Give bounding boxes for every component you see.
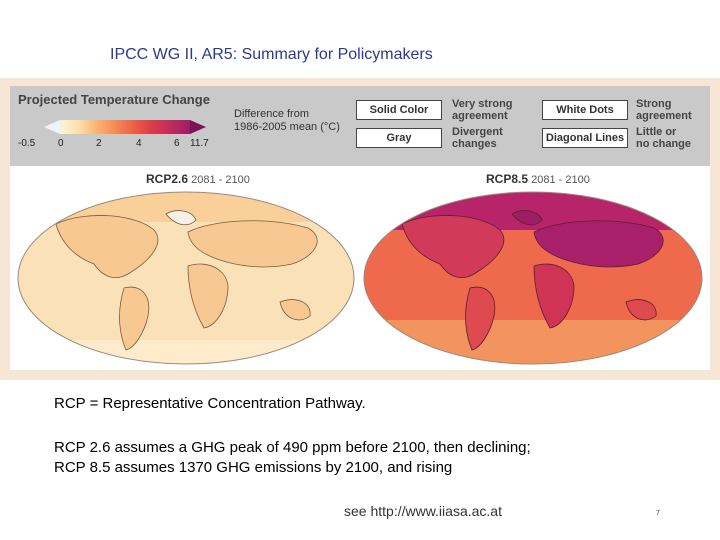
africa bbox=[187, 263, 229, 329]
key-white-dots-desc: Strong agreement bbox=[636, 98, 692, 122]
slide-title: IPCC WG II, AR5: Summary for Policymaker… bbox=[110, 46, 433, 63]
key-gray: Gray bbox=[356, 128, 442, 148]
scenario-name: RCP8.5 bbox=[486, 172, 529, 186]
key-desc-line: Very strong bbox=[452, 98, 513, 110]
eurasia bbox=[187, 220, 318, 268]
key-solid-color-desc: Very strong agreement bbox=[452, 98, 513, 122]
north-america bbox=[55, 215, 159, 278]
key-white-dots: White Dots bbox=[542, 100, 628, 120]
scenario-name: RCP2.6 bbox=[146, 172, 189, 186]
key-desc-line: Little or bbox=[636, 126, 677, 138]
iiasa-link[interactable]: see http://www.iiasa.ac.at bbox=[344, 503, 502, 519]
north-america bbox=[401, 215, 505, 278]
key-desc-line: Divergent bbox=[452, 126, 503, 138]
colorbar-tick: 0 bbox=[58, 138, 64, 149]
colorbar-min-arrow bbox=[44, 120, 60, 134]
key-desc-line: no change bbox=[636, 138, 692, 150]
scenario-period: 2081 - 2100 bbox=[531, 174, 590, 186]
colorbar-tick: 4 bbox=[136, 138, 142, 149]
key-desc-line: agreement bbox=[452, 110, 508, 122]
africa bbox=[533, 263, 575, 329]
caption-rcp85: RCP 8.5 assumes 1370 GHG emissions by 21… bbox=[54, 459, 453, 476]
key-solid-color: Solid Color bbox=[356, 100, 442, 120]
key-diagonal-lines: Diagonal Lines bbox=[542, 128, 628, 148]
key-gray-desc: Divergent changes bbox=[452, 126, 503, 150]
figure-panel: Projected Temperature Change Difference … bbox=[0, 78, 720, 380]
colorbar-tick: 2 bbox=[96, 138, 102, 149]
colorbar-label-line2: 1986-2005 mean (°C) bbox=[234, 121, 340, 133]
greenland bbox=[511, 210, 543, 226]
temperature-colorbar bbox=[60, 120, 190, 134]
eurasia bbox=[533, 220, 664, 268]
map-label-rcp26: RCP2.6 2081 - 2100 bbox=[146, 172, 250, 186]
southern-ocean-band bbox=[18, 340, 354, 364]
greenland bbox=[165, 210, 197, 226]
legend-band: Projected Temperature Change Difference … bbox=[10, 86, 710, 166]
colorbar-tick: -0.5 bbox=[18, 138, 36, 149]
caption-rcp-definition: RCP = Representative Concentration Pathw… bbox=[54, 395, 366, 412]
southern-ocean-band bbox=[364, 320, 702, 364]
colorbar-max-arrow bbox=[190, 120, 206, 134]
colorbar-label-line1: Difference from bbox=[234, 108, 309, 120]
temperature-figure: Projected Temperature Change Difference … bbox=[10, 86, 710, 370]
key-diagonal-lines-desc: Little or no change bbox=[636, 126, 691, 150]
page-number: 7 bbox=[656, 510, 660, 517]
map-rcp85 bbox=[363, 191, 703, 365]
map-rcp26 bbox=[17, 191, 355, 365]
colorbar-tick: 6 bbox=[174, 138, 180, 149]
south-america bbox=[465, 286, 496, 351]
figure-title: Projected Temperature Change bbox=[18, 92, 210, 107]
australia bbox=[279, 299, 311, 321]
australia bbox=[625, 299, 657, 321]
key-desc-line: agreement bbox=[636, 110, 692, 122]
colorbar-label: Difference from 1986-2005 mean (°C) bbox=[234, 108, 340, 134]
caption-rcp26: RCP 2.6 assumes a GHG peak of 490 ppm be… bbox=[54, 439, 531, 456]
south-america bbox=[119, 286, 150, 351]
map-label-rcp85: RCP8.5 2081 - 2100 bbox=[486, 172, 590, 186]
colorbar-tick: 11.7 bbox=[190, 138, 209, 149]
key-desc-line: Strong bbox=[636, 98, 672, 110]
key-desc-line: changes bbox=[452, 138, 497, 150]
scenario-period: 2081 - 2100 bbox=[191, 174, 250, 186]
